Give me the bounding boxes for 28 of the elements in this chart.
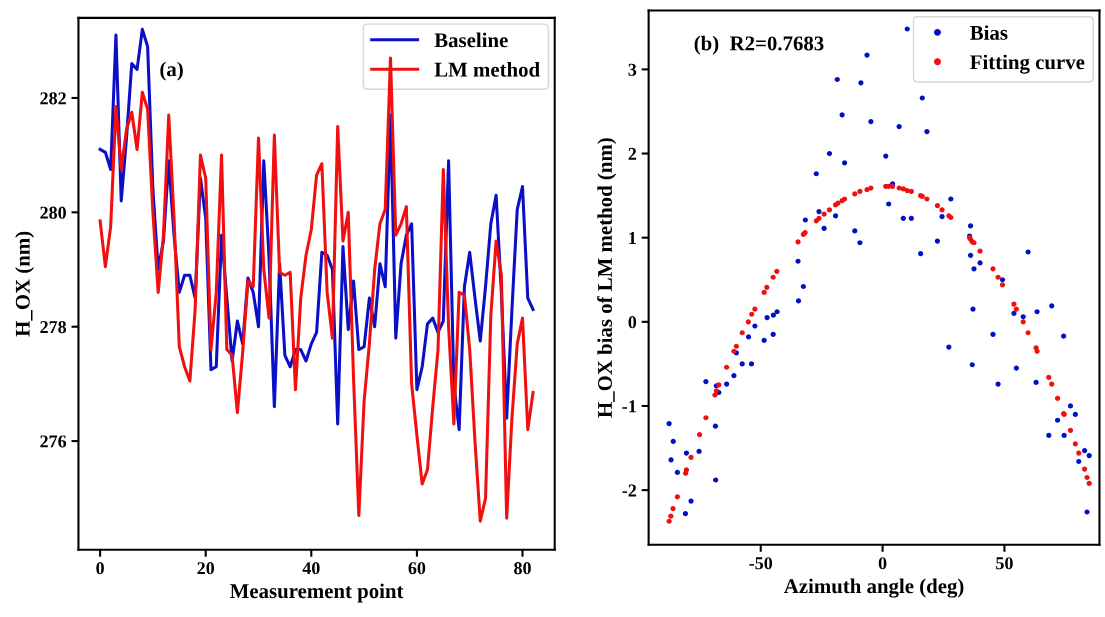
- legend-label: Bias: [970, 25, 1008, 40]
- y-tick-label: 282: [40, 92, 66, 105]
- y-tick-label: 1: [629, 232, 636, 244]
- x-axis-title: Azimuth angle (deg): [783, 578, 964, 598]
- y-axis-title: H_OX bias of LM method (nm): [597, 138, 617, 418]
- y-axis-title: H_OX (nm): [15, 231, 35, 337]
- legend-label: LM method: [434, 62, 540, 77]
- y-tick-label: 280: [40, 206, 66, 219]
- y-tick-label: 278: [40, 320, 67, 334]
- x-tick-label: -50: [749, 557, 773, 570]
- x-tick-label: 80: [514, 562, 531, 575]
- x-tick-label: 60: [408, 562, 426, 575]
- x-tick-label: 20: [197, 562, 215, 575]
- x-tick-label: 0: [878, 557, 887, 570]
- y-tick-label: 2: [628, 147, 637, 160]
- y-tick-label: -1: [622, 400, 636, 413]
- y-tick-label: 0: [628, 316, 637, 329]
- x-tick-label: 0: [96, 562, 104, 575]
- y-tick-label: 3: [628, 63, 637, 76]
- annotation: (b) R2=0.7683: [694, 35, 824, 55]
- y-tick-label: -2: [622, 484, 637, 497]
- annotation: (a): [160, 61, 183, 81]
- x-axis-title: Measurement point: [230, 583, 404, 603]
- y-tick-label: 276: [40, 435, 67, 448]
- legend-label: Fitting curve: [970, 54, 1085, 74]
- x-tick-label: 40: [302, 562, 320, 575]
- x-tick-label: 50: [996, 557, 1013, 570]
- legend-label: Baseline: [434, 32, 508, 48]
